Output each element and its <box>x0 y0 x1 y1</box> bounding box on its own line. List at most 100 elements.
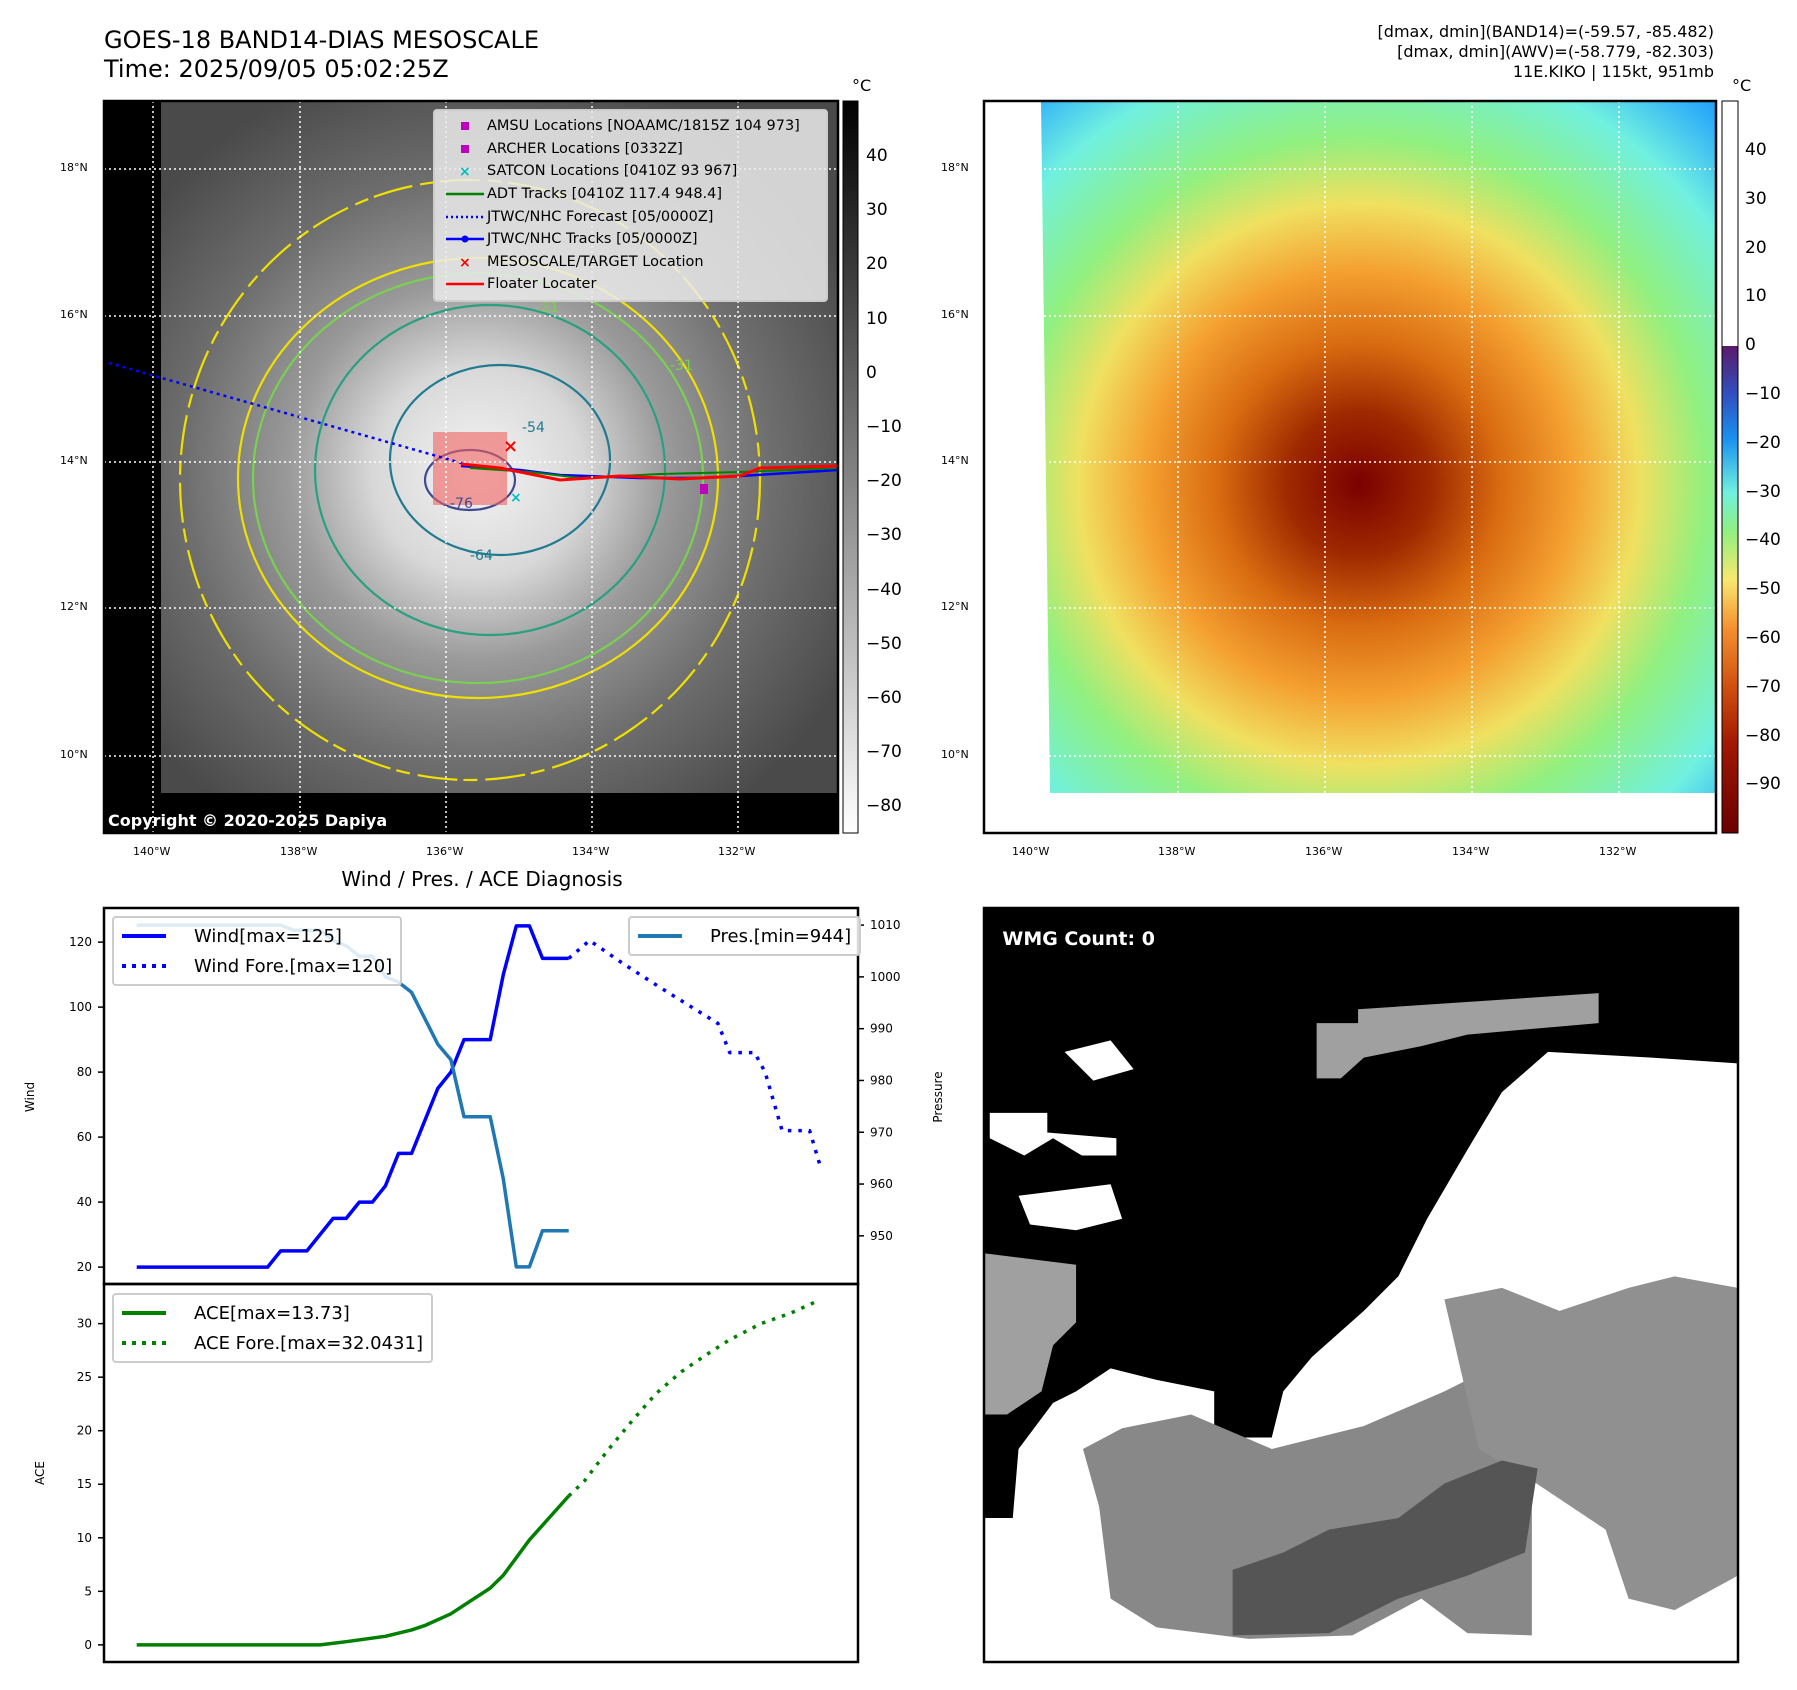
colorbar-tick-label: 40 <box>1745 140 1767 160</box>
contour-label: -54 <box>522 420 545 436</box>
contour-label: -31 <box>536 300 559 316</box>
awv-stats: [dmax, dmin](AWV)=(-58.779, -82.303) <box>1397 42 1714 61</box>
y-tick-label: 25 <box>77 1370 92 1384</box>
legend-item: JTWC/NHC Tracks [05/0000Z] <box>443 228 818 251</box>
legend-item: × SATCON Locations [0410Z 93 967] <box>443 160 818 183</box>
svg-text:×: × <box>459 255 471 269</box>
lon-tick-label: 136°W <box>426 845 464 858</box>
satcon-marker: × <box>510 490 522 506</box>
lon-tick-label: 140°W <box>1012 845 1050 858</box>
y-tick-label: 30 <box>77 1317 92 1331</box>
y-tick-label: 80 <box>77 1065 92 1079</box>
legend-label: ACE[max=13.73] <box>194 1302 350 1324</box>
wmg-white-patch <box>989 1112 1117 1156</box>
wmg-count-label: WMG Count: 0 <box>1002 928 1155 950</box>
colorbar-tick-label: 20 <box>866 254 888 275</box>
y-tick-label: 0 <box>84 1638 92 1652</box>
legend-label: Wind Fore.[max=120] <box>194 955 393 977</box>
lon-tick-label: 132°W <box>718 845 756 858</box>
colorbar-white-segment <box>1722 101 1738 346</box>
lat-tick-label: 14°N <box>60 454 88 467</box>
colorbar-tick-label: −70 <box>866 742 902 763</box>
colorbar-tick-label: −20 <box>866 471 902 492</box>
legend-item: ARCHER Locations [0332Z] <box>443 138 818 161</box>
lat-tick-label: 12°N <box>941 600 969 613</box>
colorbar-tick-label: −80 <box>1745 725 1781 746</box>
y-tick-label: 5 <box>84 1584 92 1598</box>
legend-label: Floater Locater <box>487 276 597 293</box>
wmg-frame <box>982 906 1740 1664</box>
y2-tick-label: 980 <box>870 1073 893 1087</box>
series-line-wind-fore <box>567 938 823 1171</box>
lon-tick-label: 134°W <box>1452 845 1490 858</box>
ace-chart-frame <box>102 1282 860 1664</box>
lon-tick-label: 138°W <box>280 845 318 858</box>
diagnosis-title: Wind / Pres. / ACE Diagnosis <box>341 867 622 891</box>
y2-tick-label: 1010 <box>870 918 901 932</box>
pressure-axis-label: Pressure <box>931 1071 945 1122</box>
colorbar-tick-label: −10 <box>866 417 902 437</box>
ace-axis-label: ACE <box>33 1461 47 1485</box>
legend-item: Floater Locater <box>443 273 818 296</box>
solid-line-icon <box>122 933 194 939</box>
y-tick-label: 100 <box>69 1000 92 1014</box>
wmg-white-patch <box>1064 1040 1134 1081</box>
mesoscale-target-marker: × <box>503 436 518 457</box>
colorbar-tick-label: 10 <box>1745 286 1767 307</box>
lon-tick-label: 132°W <box>1599 845 1637 858</box>
pressure-legend: Pres.[min=944] <box>628 916 862 956</box>
colorbar-tick-label: 0 <box>866 362 877 383</box>
y2-tick-label: 1000 <box>870 970 901 984</box>
lat-tick-label: 10°N <box>60 748 88 761</box>
solid-line-icon <box>638 933 710 939</box>
colorbar-tick-label: −10 <box>1745 384 1781 404</box>
storm-info: 11E.KIKO | 115kt, 951mb <box>1512 62 1714 81</box>
x-marker-icon: × <box>443 164 487 178</box>
series-line-wind <box>136 924 569 1269</box>
y-tick-label: 60 <box>77 1130 92 1144</box>
contour-label: -31 <box>670 358 693 374</box>
dotted-line-icon <box>443 210 487 224</box>
line-dot-icon <box>443 232 487 246</box>
lon-tick-label: 134°W <box>572 845 610 858</box>
y2-tick-label: 990 <box>870 1022 893 1036</box>
legend-label: ACE Fore.[max=32.0431] <box>194 1332 423 1354</box>
colorbar-tick-label: −30 <box>866 525 902 546</box>
y-tick-label: 10 <box>77 1531 92 1545</box>
legend-label: ADT Tracks [0410Z 117.4 948.4] <box>487 186 723 203</box>
copyright-text: Copyright © 2020-2025 Dapiya <box>108 811 387 830</box>
legend-item: × MESOSCALE/TARGET Location <box>443 251 818 274</box>
square-marker-icon <box>443 119 487 133</box>
y2-tick-label: 960 <box>870 1177 893 1191</box>
colorbar-tick-label: −50 <box>866 633 902 654</box>
colorbar-tick-label: 20 <box>1745 237 1767 258</box>
colorbar-tick-label: 30 <box>1745 188 1767 209</box>
colorbar-tick-label: −30 <box>1745 481 1781 502</box>
colorbar-unit-left: °C <box>852 76 872 95</box>
contour-label-group: -31 -54 -64 -76 -31 <box>450 300 693 564</box>
legend-item: JTWC/NHC Forecast [05/0000Z] <box>443 205 818 228</box>
colorbar-tick-label: 10 <box>866 308 888 329</box>
legend-label: ARCHER Locations [0332Z] <box>487 140 683 157</box>
lat-tick-label: 12°N <box>60 600 88 613</box>
legend-label: Pres.[min=944] <box>710 925 852 947</box>
contour-label: -64 <box>470 548 493 564</box>
lat-tick-label: 10°N <box>941 748 969 761</box>
solid-line-icon <box>443 277 487 291</box>
colorbar-tick-label: −90 <box>1745 774 1781 795</box>
floater-locater-line <box>460 462 838 482</box>
y-tick-label: 15 <box>77 1477 92 1491</box>
y2-tick-label: 970 <box>870 1125 893 1139</box>
colorbar-awv <box>1722 346 1738 833</box>
wmg-dark-region <box>1232 1460 1538 1636</box>
stats-header: [dmax, dmin](BAND14)=(-59.57, -85.482) [… <box>1378 22 1714 82</box>
colorbar-unit-right: °C <box>1732 76 1752 95</box>
colorbar-tick-label: −50 <box>1745 579 1781 600</box>
colorbar-tick-label: −60 <box>1745 628 1781 648</box>
lat-tick-label: 16°N <box>60 308 88 321</box>
map-frame <box>982 99 1718 835</box>
lon-tick-label: 136°W <box>1305 845 1343 858</box>
ace-legend: ACE[max=13.73] ACE Fore.[max=32.0431] <box>112 1293 433 1363</box>
lon-tick-label: 138°W <box>1158 845 1196 858</box>
wind-axis-label: Wind <box>23 1082 37 1112</box>
